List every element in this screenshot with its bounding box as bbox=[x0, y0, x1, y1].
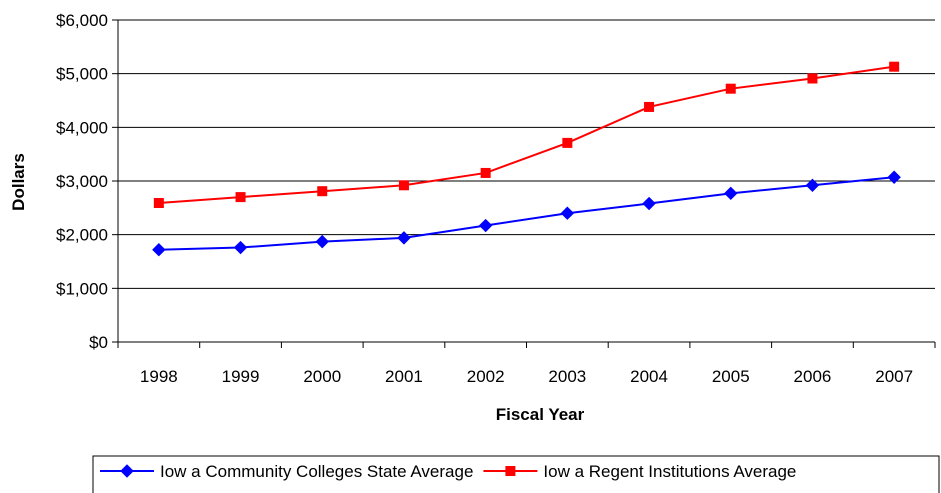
data-point bbox=[478, 218, 493, 233]
y-tick-label: $5,000 bbox=[56, 65, 108, 84]
legend-label: Iow a Regent Institutions Average bbox=[543, 462, 796, 481]
legend-item-1: Iow a Community Colleges State Average bbox=[100, 462, 473, 481]
x-tick-label: 1998 bbox=[140, 367, 178, 386]
series-1 bbox=[152, 170, 901, 257]
series-group bbox=[152, 61, 901, 257]
y-tick-label: $2,000 bbox=[56, 226, 108, 245]
data-point bbox=[398, 180, 409, 191]
data-point bbox=[560, 206, 575, 220]
data-point bbox=[152, 242, 166, 257]
y-axis-ticks: $0 $1,000 $2,000 $3,000 $4,000 $5,000 $6,000 bbox=[56, 11, 118, 352]
data-point bbox=[317, 186, 328, 197]
legend-marker bbox=[120, 464, 134, 478]
legend-item-2: Iow a Regent Institutions Average bbox=[483, 462, 796, 481]
y-tick-label: $3,000 bbox=[56, 172, 108, 191]
data-point bbox=[889, 61, 900, 72]
data-point bbox=[725, 83, 736, 94]
data-point bbox=[480, 167, 491, 178]
series-line bbox=[158, 65, 895, 205]
x-tick-label: 2004 bbox=[630, 367, 668, 386]
y-tick-label: $1,000 bbox=[56, 279, 108, 298]
data-point bbox=[724, 186, 738, 201]
x-tick-label: 2000 bbox=[303, 367, 341, 386]
y-axis-title: Dollars bbox=[9, 153, 28, 211]
x-tick-label: 2002 bbox=[467, 367, 505, 386]
data-point bbox=[235, 192, 246, 203]
x-tick-label: 1999 bbox=[222, 367, 260, 386]
legend-label: Iow a Community Colleges State Average bbox=[160, 462, 473, 481]
series-line bbox=[158, 176, 895, 251]
legend-box bbox=[92, 455, 940, 493]
data-point bbox=[315, 234, 329, 249]
data-point bbox=[233, 240, 248, 255]
legend-marker bbox=[505, 466, 516, 476]
legend: Iow a Community Colleges State Average Io… bbox=[92, 455, 940, 493]
data-point bbox=[397, 231, 411, 245]
x-tick-label: 2005 bbox=[712, 367, 750, 386]
x-axis-ticks: 1998 1999 2000 2001 2002 2003 2004 2005 2006 2007 bbox=[117, 342, 936, 386]
data-point bbox=[887, 170, 901, 184]
y-tick-label: $0 bbox=[89, 333, 108, 352]
data-point bbox=[153, 198, 164, 209]
y-tick-label: $6,000 bbox=[56, 11, 108, 30]
x-tick-label: 2006 bbox=[794, 367, 832, 386]
x-tick-label: 2003 bbox=[548, 367, 586, 386]
data-point bbox=[805, 178, 820, 193]
gridlines bbox=[118, 19, 935, 289]
x-tick-label: 2001 bbox=[385, 367, 423, 386]
data-point bbox=[807, 73, 818, 84]
data-point bbox=[644, 101, 655, 112]
data-point bbox=[562, 137, 573, 148]
data-point bbox=[642, 196, 656, 211]
y-tick-label: $4,000 bbox=[56, 118, 108, 137]
x-tick-label: 2007 bbox=[875, 367, 913, 386]
series-2 bbox=[153, 61, 900, 209]
x-axis-title: Fiscal Year bbox=[496, 405, 585, 424]
axes bbox=[117, 20, 935, 343]
